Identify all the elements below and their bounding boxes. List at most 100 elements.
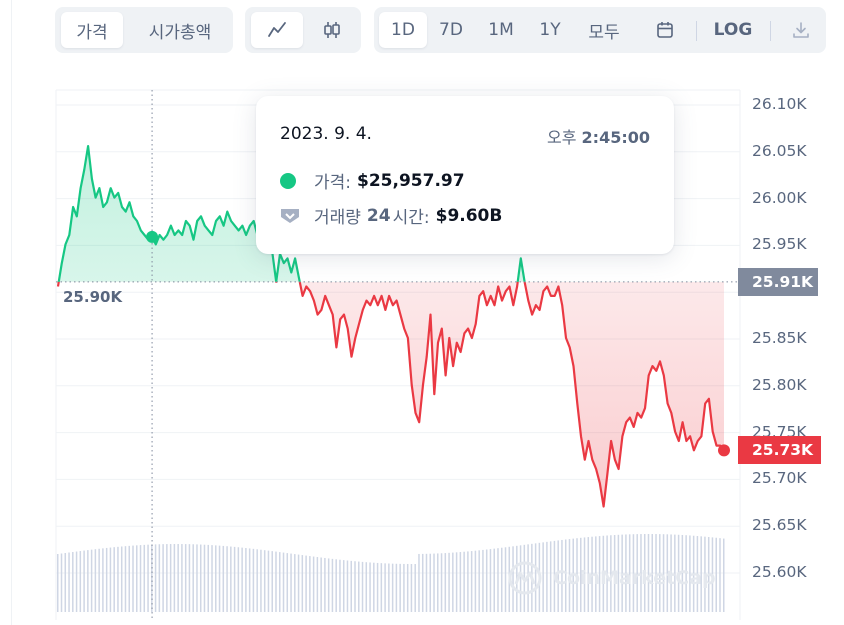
volume-bar [252, 548, 255, 612]
volume-bar [591, 536, 593, 612]
volume-bar [459, 552, 462, 612]
volume-bar [572, 538, 574, 612]
candlestick-chart-button[interactable] [307, 12, 357, 48]
volume-bar [275, 551, 277, 612]
volume-bar [478, 550, 480, 612]
volume-bar [410, 563, 413, 612]
volume-bar [162, 544, 164, 612]
tooltip-volume-label: 거래량 [314, 208, 361, 228]
log-scale-button[interactable]: LOG [713, 20, 753, 40]
volume-bar [233, 546, 236, 612]
volume-bar [674, 534, 676, 612]
volume-bar [324, 557, 326, 612]
volume-bar [677, 534, 680, 612]
volume-bar [290, 553, 292, 612]
volume-bar [117, 546, 119, 612]
volume-bar [489, 549, 492, 612]
download-button[interactable] [780, 12, 822, 48]
volume-bar [124, 546, 127, 612]
volume-bar [169, 544, 172, 612]
volume-bar [177, 544, 179, 612]
volume-bar [354, 561, 356, 612]
volume-bar [109, 547, 112, 612]
range-1m[interactable]: 1M [488, 20, 514, 40]
volume-bar [136, 545, 138, 612]
volume-bar [640, 534, 642, 612]
volume-bar [666, 534, 669, 612]
volume-bar [715, 537, 717, 612]
y-tick-label: 26.00K [752, 188, 807, 207]
range-all[interactable]: 모두 [588, 22, 620, 43]
reference-price-label: 25.90K [63, 288, 123, 306]
volume-bar [188, 544, 191, 612]
volume-bar [636, 534, 638, 612]
volume-bar [482, 549, 484, 612]
volume-bar [263, 550, 266, 612]
volume-bar [587, 537, 590, 612]
tooltip-date: 2023. 9. 4. [280, 124, 372, 144]
y-tick-label: 25.75K [752, 422, 807, 441]
volume-bar [339, 559, 341, 612]
volume-bar [301, 555, 304, 612]
volume-bar [248, 548, 251, 612]
volume-bar [689, 535, 691, 612]
volume-bar [497, 548, 499, 612]
volume-bar [395, 563, 398, 612]
volume-bar [139, 545, 142, 612]
volume-bar [215, 545, 217, 612]
volume-bar [613, 535, 616, 612]
volume-bar [222, 545, 225, 612]
y-tick-label: 25.70K [752, 469, 807, 488]
hover-point [146, 230, 159, 243]
volume-bar [309, 556, 311, 612]
volume-bar [406, 563, 409, 612]
volume-bar [625, 534, 627, 612]
volume-bar [120, 546, 123, 612]
coinmarketcap-logo-icon [508, 561, 542, 595]
tab-price[interactable]: 가격 [61, 12, 123, 48]
volume-bar [230, 546, 232, 612]
volume-bar [312, 556, 315, 612]
volume-bar [158, 544, 161, 612]
line-chart-button[interactable] [251, 12, 303, 48]
volume-bar [440, 553, 443, 612]
volume-bar [57, 554, 59, 612]
toolbar-divider [696, 21, 697, 41]
volume-bar [568, 539, 571, 612]
volume-bar [512, 546, 514, 612]
volume-bar [335, 559, 337, 612]
volume-bar [105, 547, 108, 612]
y-tick-label: 25.65K [752, 516, 807, 535]
tooltip-price-row: 가격: $25,957.97 [280, 168, 465, 193]
tab-market-cap[interactable]: 시가총액 [148, 22, 212, 43]
volume-bar [662, 534, 665, 612]
watermark: CoinMarketCap [507, 560, 716, 596]
volume-bar [463, 551, 465, 612]
volume-bar [719, 538, 721, 612]
volume-bar [166, 544, 168, 612]
volume-bar [421, 553, 424, 612]
price-line-up [57, 145, 526, 282]
reference-price-tag: 25.91K [738, 267, 818, 296]
volume-bar [260, 549, 262, 612]
volume-bar [723, 538, 725, 612]
volume-bar [98, 548, 100, 612]
current-price-tag: 25.73K [738, 436, 821, 465]
volume-bar [87, 550, 89, 612]
left-border [11, 0, 12, 625]
date-picker-button[interactable] [644, 12, 686, 48]
volume-bar [128, 545, 130, 612]
volume-bar [316, 557, 319, 612]
volume-bar [94, 549, 97, 612]
range-7d[interactable]: 7D [439, 20, 463, 40]
volume-bar [617, 534, 620, 612]
volume-bar [685, 535, 687, 612]
volume-bar [553, 540, 556, 612]
range-1y[interactable]: 1Y [539, 20, 561, 40]
volume-bar [327, 558, 330, 612]
volume-bar [493, 548, 495, 612]
volume-bar [294, 554, 296, 612]
volume-bar [628, 534, 631, 612]
range-1d[interactable]: 1D [379, 12, 427, 48]
